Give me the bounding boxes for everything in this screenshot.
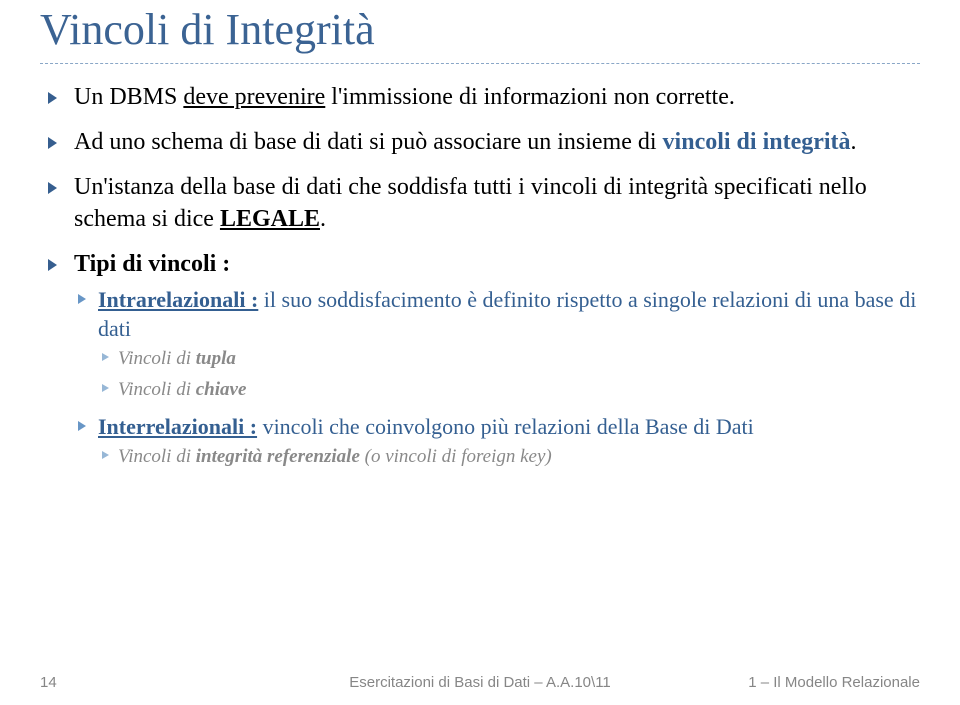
text: . xyxy=(320,206,326,232)
bullet-list-level3: Vincoli di integrità referenziale (o vin… xyxy=(98,445,920,470)
footer-right: 1 – Il Modello Relazionale xyxy=(748,674,920,691)
bullet-4-2: Interrelazionali : vincoli che coinvolgo… xyxy=(74,413,920,470)
text: Un'istanza della base di dati che soddis… xyxy=(74,174,867,231)
bullet-list-level1: Un DBMS deve prevenire l'immissione di i… xyxy=(48,82,920,470)
footer-center: Esercitazioni di Basi di Dati – A.A.10\1… xyxy=(349,674,611,691)
content-area: Un DBMS deve prevenire l'immissione di i… xyxy=(40,82,920,470)
bullet-4-1-b: Vincoli di chiave xyxy=(98,378,920,403)
text: l'immissione di informazioni non corrett… xyxy=(325,84,735,110)
emph-text: LEGALE xyxy=(220,206,320,232)
bold-text: tupla xyxy=(196,348,236,369)
bullet-4-1: Intrarelazionali : il suo soddisfaciment… xyxy=(74,286,920,403)
text: vincoli che coinvolgono più relazioni de… xyxy=(257,414,754,439)
text: . xyxy=(851,129,857,155)
title-divider xyxy=(40,63,920,64)
text: Vincoli di xyxy=(118,379,196,400)
bullet-4-1-a: Vincoli di tupla xyxy=(98,347,920,372)
emph-text: vincoli di integrità xyxy=(663,129,851,155)
text: Un DBMS xyxy=(74,84,183,110)
bold-text: integrità referenziale xyxy=(196,446,360,467)
text: Vincoli di xyxy=(118,348,196,369)
text: Vincoli di xyxy=(118,446,196,467)
bullet-list-level2: Intrarelazionali : il suo soddisfaciment… xyxy=(74,286,920,470)
emph-text: Interrelazionali : xyxy=(98,414,257,439)
bullet-list-level3: Vincoli di tupla Vincoli di chiave xyxy=(98,347,920,402)
text: (o vincoli di foreign key) xyxy=(360,446,552,467)
bullet-4-2-a: Vincoli di integrità referenziale (o vin… xyxy=(98,445,920,470)
text: Tipi di vincoli : xyxy=(74,251,230,277)
emph-text: deve prevenire xyxy=(183,84,325,110)
bold-text: chiave xyxy=(196,379,247,400)
slide: Vincoli di Integrità Un DBMS deve preven… xyxy=(0,0,960,705)
bullet-2: Ad uno schema di base di dati si può ass… xyxy=(48,127,920,158)
text: Ad uno schema di base di dati si può ass… xyxy=(74,129,663,155)
page-number: 14 xyxy=(40,674,57,691)
bullet-3: Un'istanza della base di dati che soddis… xyxy=(48,172,920,234)
bullet-1: Un DBMS deve prevenire l'immissione di i… xyxy=(48,82,920,113)
emph-text: Intrarelazionali : xyxy=(98,287,258,312)
bullet-4: Tipi di vincoli : Intrarelazionali : il … xyxy=(48,249,920,470)
slide-title: Vincoli di Integrità xyxy=(40,0,920,63)
